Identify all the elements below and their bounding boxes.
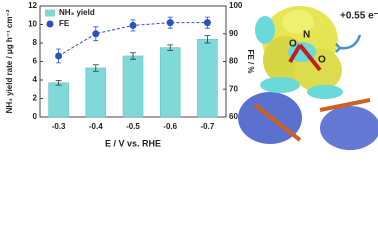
point (166, 19, 174, 27)
y2-tick-label: 90 (229, 29, 238, 38)
y2-tick-label: 80 (229, 57, 238, 66)
point (203, 19, 211, 27)
bar (122, 55, 144, 118)
figure: +0.55 e⁻ O N O 0 2 4 6 8 10 12 60 70 80 90 100 -0.3 -… (5, 0, 378, 153)
atom-label: N (303, 30, 310, 41)
y-tick-label: 12 (28, 1, 37, 10)
charge-label: +0.55 e⁻ (340, 11, 378, 22)
bar (48, 82, 69, 118)
y-tick-label: 6 (33, 57, 38, 66)
bar (159, 47, 181, 118)
y-tick-label: 10 (28, 20, 37, 29)
error-bar (92, 64, 99, 72)
error-bar (130, 52, 136, 60)
point (129, 21, 137, 29)
x-tick-label: -0.5 (126, 122, 140, 131)
legend-label: FE (59, 19, 70, 28)
x-tick-label: -0.4 (89, 122, 103, 131)
legend-swatch (46, 20, 54, 28)
y2-axis-label: FE / % (246, 49, 255, 73)
legend-swatch (45, 9, 55, 17)
charge-density-image: +0.55 e⁻ O N O (238, 0, 378, 153)
point (92, 30, 100, 38)
error-bar (204, 35, 211, 44)
x-tick-label: -0.6 (163, 122, 177, 131)
x-axis-label: E / V vs. RHE (105, 138, 161, 148)
y2-tick-label: 100 (229, 1, 243, 10)
point (55, 52, 63, 60)
y-axis-label: NH₃ yield rate / μg h⁻¹ cm⁻² (5, 9, 14, 113)
x-tick-label: -0.7 (201, 122, 215, 131)
y-tick-label: 8 (33, 38, 38, 47)
legend-label: NH₃ yield (59, 8, 95, 17)
bar (85, 67, 107, 118)
atom-label: O (289, 39, 297, 50)
error-bar (167, 44, 174, 51)
bar (197, 39, 218, 118)
atom-label: O (318, 55, 326, 66)
y-tick-label: 0 (33, 112, 38, 121)
y2-tick-label: 60 (229, 112, 238, 121)
x-tick-label: -0.3 (52, 122, 66, 131)
error-bar (55, 80, 62, 86)
y-tick-label: 2 (33, 94, 38, 103)
y2-tick-label: 70 (229, 84, 238, 93)
y-tick-label: 4 (33, 75, 38, 84)
